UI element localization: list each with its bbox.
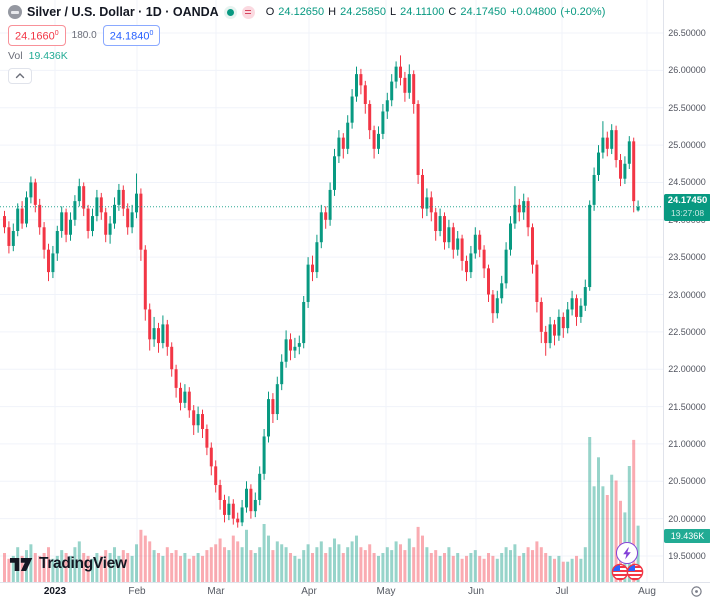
scale-settings-icon[interactable]: [690, 585, 703, 600]
collapse-legend-button[interactable]: [8, 68, 32, 84]
candlestick-layer: [3, 55, 640, 528]
high-key: H: [328, 6, 337, 18]
market-status-pause-icon[interactable]: [241, 5, 255, 19]
price-axis-label: 26.50000: [668, 28, 706, 39]
time-scale[interactable]: 2023 Feb Mar Apr May Jun Jul Aug: [0, 582, 710, 600]
time-axis-label: May: [376, 586, 396, 597]
price-axis-label: 26.00000: [668, 65, 706, 76]
price-axis-label: 19.50000: [668, 551, 706, 561]
grid-layer: [0, 0, 663, 582]
open-key: O: [265, 6, 275, 18]
chevron-up-icon: [15, 73, 25, 79]
tradingview-logo[interactable]: TradingView: [10, 555, 127, 573]
silver-symbol-icon: [8, 5, 22, 19]
spread-value: 180.0: [71, 30, 97, 41]
time-axis-label: Feb: [128, 586, 146, 597]
tradingview-logo-icon: [10, 557, 33, 571]
close-value: 24.17450: [460, 6, 507, 18]
time-axis-label: Jun: [467, 586, 485, 597]
price-axis-label: 25.50000: [668, 102, 706, 113]
time-axis-label: 2023: [43, 586, 67, 597]
price-axis-label: 22.50000: [668, 326, 706, 337]
time-axis-label: Apr: [301, 586, 317, 597]
buy-price-button[interactable]: 24.18400: [102, 24, 161, 47]
price-chart[interactable]: [0, 0, 663, 582]
low-key: L: [390, 6, 397, 18]
bar-countdown: 13:27:08: [670, 208, 705, 218]
time-axis-label: Aug: [638, 586, 656, 597]
open-value: 24.12650: [278, 6, 325, 18]
time-axis-label: Mar: [207, 586, 225, 597]
close-key: C: [448, 6, 457, 18]
sell-price-button[interactable]: 24.16600: [8, 24, 66, 47]
price-axis-label: 24.50000: [668, 177, 706, 188]
chart-legend: Silver / U.S. Dollar · 1D · OANDA O 24.12…: [8, 4, 605, 84]
price-axis-label: 20.50000: [668, 476, 706, 487]
price-axis-label: 20.00000: [668, 513, 706, 524]
price-axis-label: 22.00000: [668, 364, 706, 375]
high-value: 24.25850: [340, 6, 387, 18]
economic-events-flags-icon[interactable]: [611, 563, 645, 581]
market-status-open-icon[interactable]: [223, 5, 237, 19]
price-axis-label: 23.00000: [668, 289, 706, 300]
price-axis-label: 23.50000: [668, 252, 706, 263]
volume-legend-label[interactable]: Vol: [8, 50, 23, 62]
low-value: 24.11100: [400, 6, 445, 18]
ohlc-values: O 24.12650 H 24.25850 L 24.11100 C 24.17450 …: [266, 6, 606, 18]
price-axis-label: 21.00000: [668, 438, 706, 449]
change-percent: (+0.20%): [560, 6, 606, 18]
time-axis-label: Jul: [555, 586, 569, 597]
last-price-value: 24.17450: [667, 195, 708, 206]
price-axis-label: 21.50000: [668, 401, 706, 412]
volume-axis-badge: 19.436K: [664, 529, 710, 543]
volume-legend-value: 19.436K: [28, 50, 68, 62]
tradingview-logo-text: TradingView: [39, 555, 127, 572]
change-value: +0.04800: [510, 6, 557, 18]
price-scale[interactable]: 19.50000 20.00000 20.50000 21.00000 21.50000…: [663, 0, 710, 582]
price-axis-label: 25.00000: [668, 140, 706, 151]
last-price-badge[interactable]: 24.17450 13:27:08: [664, 194, 710, 221]
symbol-title[interactable]: Silver / U.S. Dollar · 1D · OANDA: [27, 5, 219, 19]
lightning-event-icon[interactable]: [616, 542, 638, 564]
